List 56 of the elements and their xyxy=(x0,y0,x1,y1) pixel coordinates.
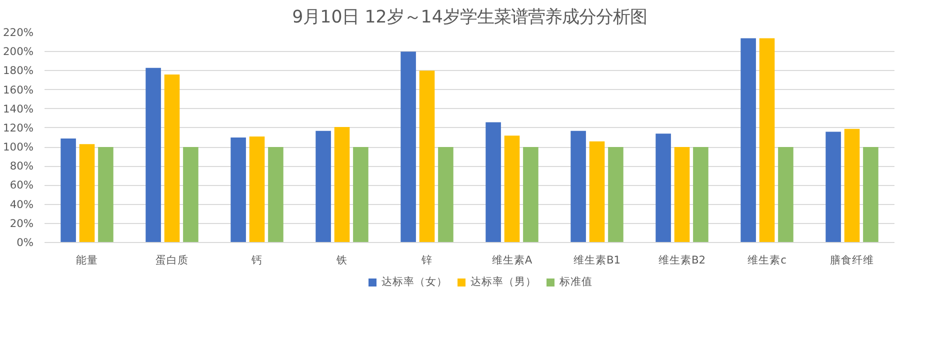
x-tick-label: 维生素A xyxy=(492,254,533,266)
x-tick-label: 维生素B2 xyxy=(658,254,706,266)
bar xyxy=(844,128,860,242)
y-tick-label: 160% xyxy=(3,83,34,96)
y-tick-label: 140% xyxy=(3,102,34,116)
y-tick-label: 180% xyxy=(3,64,34,78)
y-tick-label: 0% xyxy=(16,236,34,249)
bar xyxy=(863,147,878,242)
bar xyxy=(79,144,95,242)
x-tick-label: 蛋白质 xyxy=(156,254,188,266)
bar xyxy=(268,147,284,242)
bar xyxy=(674,147,690,242)
bar xyxy=(693,147,708,242)
legend-label: 达标率（男） xyxy=(470,275,536,289)
bar xyxy=(570,130,586,242)
bar xyxy=(589,141,605,242)
bar xyxy=(778,147,794,242)
chart-title: 9月10日 12岁～14岁学生菜谱营养成分分析图 xyxy=(292,8,647,28)
bar xyxy=(353,147,368,242)
bar xyxy=(826,132,841,242)
bar xyxy=(759,38,775,242)
bar xyxy=(316,130,331,242)
bar xyxy=(98,147,114,242)
y-tick-label: 80% xyxy=(10,160,34,173)
y-tick-label: 200% xyxy=(3,45,34,58)
x-tick-label: 维生素c xyxy=(748,254,787,266)
x-tick-label: 维生素B1 xyxy=(573,254,621,266)
y-tick-label: 20% xyxy=(10,216,34,230)
y-tick-label: 40% xyxy=(10,198,34,211)
bar xyxy=(249,136,265,242)
bar xyxy=(334,127,350,242)
bar xyxy=(740,38,756,242)
bar xyxy=(400,52,416,242)
y-tick-label: 120% xyxy=(3,121,34,134)
y-tick-label: 220% xyxy=(3,26,34,39)
bar xyxy=(230,138,246,242)
y-tick-label: 60% xyxy=(10,178,34,192)
x-tick-label: 能量 xyxy=(76,254,98,266)
bar xyxy=(164,74,180,242)
bar xyxy=(656,134,671,242)
bar xyxy=(60,138,76,242)
x-tick-label: 钙 xyxy=(250,254,262,266)
bar xyxy=(438,147,454,242)
bar xyxy=(608,147,624,242)
bar xyxy=(486,122,501,242)
bar xyxy=(146,68,161,242)
bar xyxy=(523,147,538,242)
bar xyxy=(504,136,520,242)
x-tick-label: 铁 xyxy=(336,254,348,266)
bar xyxy=(183,147,198,242)
bar xyxy=(419,70,435,242)
y-tick-label: 100% xyxy=(3,140,34,154)
x-tick-label: 锌 xyxy=(420,254,432,266)
legend-label: 达标率（女） xyxy=(382,275,448,289)
x-tick-label: 膳食纤维 xyxy=(830,254,874,266)
legend-label: 标准值 xyxy=(560,275,592,289)
